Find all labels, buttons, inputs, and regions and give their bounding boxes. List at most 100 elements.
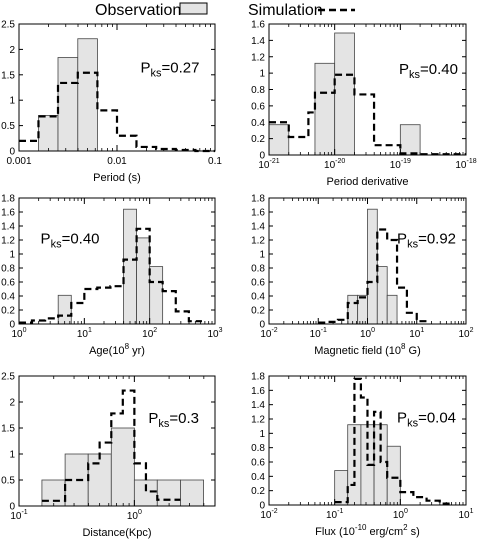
- x-tick-label-base: 10: [11, 329, 23, 340]
- x-tick-label-exponent: -2: [271, 508, 277, 515]
- x-tick-label: 10-2: [260, 508, 277, 521]
- observation-bar: [87, 453, 112, 507]
- pks-annotation-value: =0.04: [418, 409, 456, 426]
- x-axis-label-text: G): [406, 345, 421, 357]
- y-tick-label: 1.2: [251, 236, 265, 247]
- x-tick-label-exponent: -19: [401, 158, 411, 165]
- observation-bar: [38, 115, 59, 152]
- y-tick-label: 1: [259, 429, 265, 440]
- y-tick-label: 1.4: [251, 222, 265, 233]
- pks-annotation: Pks=0.40: [399, 61, 458, 81]
- y-tick-label: 2.5: [1, 20, 15, 31]
- x-axis-label: Magnetic field (108 G): [314, 342, 421, 357]
- x-tick-label-base: 10: [458, 510, 470, 521]
- y-tick-label: 0.2: [251, 486, 265, 497]
- x-tick-label-exponent: 0: [404, 508, 408, 515]
- x-axis-label: Flux (10-10 erg/cm2 s): [315, 523, 420, 538]
- pks-annotation-value: =0.3: [169, 410, 199, 427]
- x-tick-label-exponent: 1: [470, 508, 474, 515]
- x-axis-label: Period derivative: [327, 176, 409, 188]
- y-tick-label: 1.6: [251, 386, 265, 397]
- simulation-histogram-line: [269, 73, 466, 156]
- pks-annotation-value: =0.92: [418, 230, 456, 247]
- x-tick-label: 10-18: [455, 158, 476, 171]
- x-tick-label-base: 10: [260, 510, 272, 521]
- pks-annotation-subscript: ks: [409, 69, 421, 81]
- observation-bar: [57, 57, 79, 152]
- y-tick-label: 1.5: [1, 70, 15, 81]
- x-tick-label-base: 10: [77, 329, 89, 340]
- simulation-histogram-line: [19, 227, 202, 324]
- pks-annotation: Pks=0.92: [397, 230, 456, 250]
- x-tick-label: 100: [360, 327, 375, 340]
- observation-bar: [149, 266, 164, 325]
- x-tick-label-base: 10: [260, 329, 272, 340]
- y-tick-label: 0.4: [251, 118, 265, 129]
- plot-frame: [268, 23, 467, 156]
- x-tick-label: 10-1: [10, 509, 27, 522]
- x-axis-label-text: Flux (10: [315, 526, 355, 538]
- pks-annotation-subscript: ks: [158, 418, 170, 430]
- y-tick-label: 0.6: [251, 458, 265, 469]
- y-tick-label: 0.8: [251, 264, 265, 275]
- pks-annotation-p: P: [397, 409, 407, 426]
- x-tick-label-exponent: 0: [138, 509, 142, 516]
- x-tick-label-exponent: -1: [321, 327, 327, 334]
- y-tick-label: 0: [259, 501, 265, 512]
- x-tick-label-exponent: -18: [467, 158, 477, 165]
- y-tick-label: 0.6: [1, 278, 15, 289]
- x-tick-label-exponent: 1: [88, 327, 92, 334]
- y-tick-label: 0.8: [251, 85, 265, 96]
- pks-annotation-subscript: ks: [51, 238, 63, 250]
- y-tick-label: 0.4: [251, 472, 265, 483]
- pks-annotation-value: =0.40: [420, 61, 458, 78]
- pks-annotation-value: =0.40: [62, 230, 100, 247]
- x-axis-label-text: Magnetic field (10: [314, 345, 401, 357]
- x-tick-label-base: 10: [258, 160, 270, 171]
- observation-bar: [57, 294, 72, 325]
- x-tick-label: 101: [458, 508, 473, 521]
- x-tick-label: 100: [11, 327, 26, 340]
- x-tick-label-base: 10: [310, 329, 322, 340]
- x-tick-label: 101: [409, 327, 424, 340]
- y-tick-label: 0.5: [1, 121, 15, 132]
- x-tick-label: 10-2: [260, 327, 277, 340]
- x-tick-label: 0.01: [107, 156, 127, 167]
- x-tick-label-exponent: 2: [470, 327, 474, 334]
- y-tick-label: 1: [9, 250, 15, 261]
- legend-simulation-label: Simulation: [248, 2, 323, 19]
- pks-annotation-p: P: [141, 59, 151, 76]
- plot-frame: [18, 375, 216, 507]
- y-tick-label: 1.6: [251, 208, 265, 219]
- x-tick-label-base: 10: [127, 511, 139, 522]
- observation-bar: [357, 294, 368, 325]
- x-tick-label-base: 10: [393, 510, 405, 521]
- x-tick-label-base: 10: [324, 160, 336, 171]
- simulation-histogram-line: [318, 228, 427, 324]
- y-tick-label: 0.8: [1, 264, 15, 275]
- observation-bar: [334, 470, 349, 506]
- y-tick-label: 0.2: [251, 134, 265, 145]
- pks-annotation-subscript: ks: [407, 417, 419, 429]
- legend-observation-label: Observation: [95, 2, 181, 19]
- pks-annotation-p: P: [397, 230, 407, 247]
- y-tick-label: 1: [9, 450, 15, 461]
- x-axis-label-text: s): [408, 526, 420, 538]
- y-tick-label: 0.5: [1, 476, 15, 487]
- x-axis-label-superscript: 8: [125, 342, 130, 351]
- observation-bar: [334, 32, 355, 156]
- x-tick-label: 10-1: [326, 508, 343, 521]
- pks-annotation: Pks=0.27: [141, 59, 200, 79]
- pks-annotation-subscript: ks: [407, 238, 419, 250]
- x-tick-label-exponent: -20: [335, 158, 345, 165]
- x-tick-label-exponent: -1: [337, 508, 343, 515]
- simulation-histogram-line: [334, 377, 453, 505]
- observation-bar: [386, 445, 401, 506]
- x-axis-label-superscript: 8: [401, 342, 406, 351]
- y-tick-label: 1.4: [1, 222, 15, 233]
- y-tick-label: 1.6: [251, 20, 265, 31]
- y-tick-label: 1.8: [251, 372, 265, 383]
- x-tick-label: 0.1: [208, 156, 222, 167]
